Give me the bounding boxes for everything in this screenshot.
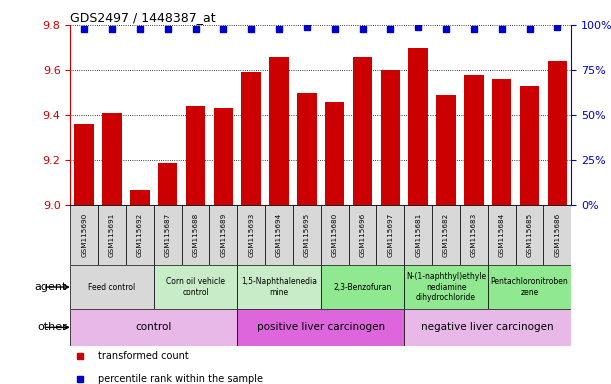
Bar [241,72,261,205]
Bar [154,265,237,309]
Bar [237,205,265,265]
Text: 2,3-Benzofuran: 2,3-Benzofuran [334,283,392,291]
Text: GSM115683: GSM115683 [471,213,477,257]
Bar [237,265,321,309]
Bar [464,74,484,205]
Text: GSM115690: GSM115690 [81,213,87,257]
Bar [492,79,511,205]
Bar [70,265,154,309]
Text: percentile rank within the sample: percentile rank within the sample [98,374,263,384]
Text: GSM115685: GSM115685 [527,213,533,257]
Bar [293,205,321,265]
Bar [325,102,345,205]
Bar [265,205,293,265]
Bar [98,205,126,265]
Bar [404,265,488,309]
Text: positive liver carcinogen: positive liver carcinogen [257,322,385,333]
Bar [237,309,404,346]
Bar [102,113,122,205]
Bar [543,205,571,265]
Text: negative liver carcinogen: negative liver carcinogen [422,322,554,333]
Bar [70,309,237,346]
Bar [520,86,540,205]
Bar [75,124,94,205]
Text: GSM115687: GSM115687 [165,213,170,257]
Bar [269,56,289,205]
Bar [547,61,567,205]
Bar [130,190,150,205]
Text: GSM115686: GSM115686 [554,213,560,257]
Text: GSM115691: GSM115691 [109,213,115,257]
Bar [404,205,432,265]
Text: Pentachloronitroben
zene: Pentachloronitroben zene [491,277,568,297]
Bar [488,265,571,309]
Bar [321,265,404,309]
Bar [353,56,372,205]
Bar [488,205,516,265]
Bar [214,108,233,205]
Bar [409,48,428,205]
Text: GSM115696: GSM115696 [359,213,365,257]
Text: 1,5-Naphthalenedia
mine: 1,5-Naphthalenedia mine [241,277,317,297]
Bar [297,93,316,205]
Bar [349,205,376,265]
Text: GSM115694: GSM115694 [276,213,282,257]
Bar [186,106,205,205]
Bar [404,309,571,346]
Bar [158,162,177,205]
Text: GSM115693: GSM115693 [248,213,254,257]
Text: agent: agent [35,282,67,292]
Bar [321,205,349,265]
Bar [70,205,98,265]
Text: GSM115689: GSM115689 [221,213,226,257]
Text: GDS2497 / 1448387_at: GDS2497 / 1448387_at [70,11,216,24]
Bar [376,205,404,265]
Text: control: control [136,322,172,333]
Text: GSM115695: GSM115695 [304,213,310,257]
Bar [432,205,460,265]
Text: GSM115680: GSM115680 [332,213,338,257]
Text: N-(1-naphthyl)ethyle
nediamine
dihydrochloride: N-(1-naphthyl)ethyle nediamine dihydroch… [406,272,486,302]
Text: Feed control: Feed control [89,283,136,291]
Bar [154,205,181,265]
Bar [516,205,543,265]
Bar [126,205,154,265]
Text: GSM115697: GSM115697 [387,213,393,257]
Text: Corn oil vehicle
control: Corn oil vehicle control [166,277,225,297]
Text: GSM115684: GSM115684 [499,213,505,257]
Text: GSM115681: GSM115681 [415,213,421,257]
Text: other: other [37,322,67,333]
Text: GSM115682: GSM115682 [443,213,449,257]
Bar [210,205,237,265]
Bar [181,205,210,265]
Bar [436,95,456,205]
Text: transformed count: transformed count [98,351,189,361]
Text: GSM115688: GSM115688 [192,213,199,257]
Text: GSM115692: GSM115692 [137,213,143,257]
Bar [460,205,488,265]
Bar [381,70,400,205]
